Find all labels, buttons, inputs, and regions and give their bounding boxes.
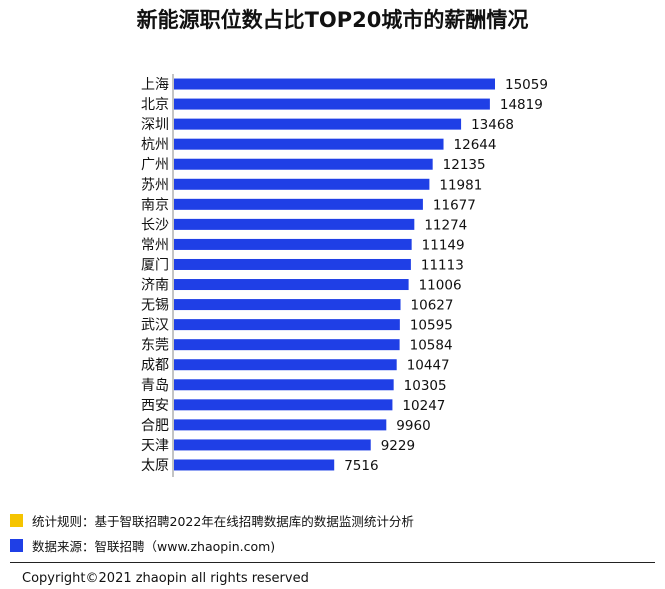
- category-label: 长沙: [141, 217, 169, 233]
- data-label: 13468: [471, 117, 514, 133]
- data-label: 14819: [500, 97, 543, 113]
- data-label: 9960: [396, 418, 430, 434]
- legend-swatch-yellow: [10, 514, 23, 527]
- data-label: 10247: [402, 398, 445, 414]
- category-label: 杭州: [141, 137, 169, 153]
- category-label: 西安: [141, 398, 169, 414]
- bar: [174, 439, 371, 451]
- category-label: 青岛: [141, 378, 169, 394]
- bar: [174, 198, 423, 210]
- category-label: 广州: [141, 157, 169, 173]
- bar: [174, 118, 462, 130]
- legend-text-source: 数据来源：智联招聘（www.zhaopin.com): [32, 539, 276, 554]
- legend-swatch-blue: [10, 539, 23, 552]
- bar: [174, 379, 394, 391]
- category-label: 上海: [141, 77, 169, 93]
- bar: [174, 98, 490, 110]
- bar: [174, 359, 397, 371]
- legend-item-source: 数据来源：智联招聘（www.zhaopin.com): [10, 536, 275, 555]
- bar: [174, 339, 400, 351]
- data-label: 10447: [407, 358, 450, 374]
- data-label: 11149: [422, 237, 465, 253]
- category-label: 常州: [141, 237, 169, 253]
- category-label: 南京: [141, 197, 169, 213]
- category-label: 北京: [141, 97, 169, 113]
- data-label: 12644: [454, 137, 497, 153]
- data-label: 12135: [443, 157, 486, 173]
- category-label: 武汉: [141, 318, 169, 334]
- legend-text-rules: 统计规则：基于智联招聘2022年在线招聘数据库的数据监测统计分析: [32, 514, 414, 529]
- data-label: 15059: [505, 77, 548, 93]
- bar: [174, 158, 433, 170]
- category-label: 东莞: [141, 338, 169, 354]
- chart-title: 新能源职位数占比TOP20城市的薪酬情况: [136, 8, 529, 32]
- category-label: 深圳: [141, 117, 169, 133]
- data-label: 10305: [404, 378, 447, 394]
- category-label: 太原: [141, 458, 169, 474]
- bar: [174, 258, 411, 270]
- category-label: 合肥: [141, 418, 169, 434]
- bar: [174, 238, 412, 250]
- data-label: 10584: [410, 338, 453, 354]
- category-label: 济南: [141, 278, 169, 294]
- category-label: 天津: [141, 438, 169, 454]
- bar: [174, 419, 387, 431]
- bar: [174, 459, 335, 471]
- data-label: 11981: [439, 177, 482, 193]
- bar: [174, 279, 409, 291]
- data-label: 11113: [421, 257, 464, 273]
- bar: [174, 299, 401, 311]
- category-label: 苏州: [141, 177, 169, 193]
- data-label: 9229: [381, 438, 415, 454]
- bar: [174, 138, 444, 150]
- bar: [174, 78, 495, 90]
- category-label: 无锡: [141, 298, 169, 314]
- copyright-text: Copyright©2021 zhaopin all rights reserv…: [22, 571, 309, 586]
- data-label: 10595: [410, 318, 453, 334]
- data-label: 11677: [433, 197, 476, 213]
- bar: [174, 218, 415, 230]
- footer-divider: [10, 562, 655, 563]
- data-label: 11006: [419, 278, 462, 294]
- legend-item-rules: 统计规则：基于智联招聘2022年在线招聘数据库的数据监测统计分析: [10, 511, 414, 530]
- data-label: 11274: [424, 217, 467, 233]
- bar: [174, 399, 393, 411]
- bar: [174, 178, 430, 190]
- category-label: 成都: [141, 358, 169, 374]
- bar-chart: 上海 15059 北京 14819 深圳 13468 杭州 12644 广州 12135 苏州 119…: [141, 74, 548, 477]
- data-label: 10627: [411, 298, 454, 314]
- data-label: 7516: [344, 458, 378, 474]
- category-label: 厦门: [141, 257, 169, 273]
- bar: [174, 319, 400, 331]
